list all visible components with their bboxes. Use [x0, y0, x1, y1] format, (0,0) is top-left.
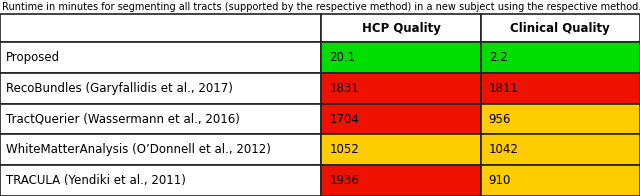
Text: WhiteMatterAnalysis (O’Donnell et al., 2012): WhiteMatterAnalysis (O’Donnell et al., 2…: [6, 143, 271, 156]
Text: 20.1: 20.1: [329, 51, 355, 64]
Bar: [481, 134, 640, 165]
Text: HCP Quality: HCP Quality: [362, 22, 440, 34]
Text: TRACULA (Yendiki et al., 2011): TRACULA (Yendiki et al., 2011): [6, 174, 186, 187]
Text: 1811: 1811: [489, 82, 518, 95]
Bar: [321, 104, 481, 134]
Bar: [321, 42, 481, 73]
Text: 1704: 1704: [329, 113, 359, 125]
Text: 956: 956: [489, 113, 511, 125]
Text: 2.2: 2.2: [489, 51, 508, 64]
Bar: [0, 104, 321, 134]
Bar: [481, 73, 640, 104]
Text: Clinical Quality: Clinical Quality: [511, 22, 610, 34]
Text: TractQuerier (Wassermann et al., 2016): TractQuerier (Wassermann et al., 2016): [6, 113, 240, 125]
Bar: [321, 134, 481, 165]
Text: 1831: 1831: [329, 82, 359, 95]
Bar: [481, 14, 640, 42]
Text: 1936: 1936: [329, 174, 359, 187]
Text: RecoBundles (Garyfallidis et al., 2017): RecoBundles (Garyfallidis et al., 2017): [6, 82, 233, 95]
Bar: [0, 134, 321, 165]
Bar: [481, 104, 640, 134]
Bar: [0, 165, 321, 196]
Bar: [0, 14, 321, 42]
Bar: [0, 42, 321, 73]
Text: 1052: 1052: [329, 143, 359, 156]
Bar: [321, 14, 481, 42]
Text: Proposed: Proposed: [6, 51, 60, 64]
Bar: [481, 42, 640, 73]
Text: 1042: 1042: [489, 143, 518, 156]
Bar: [321, 73, 481, 104]
Bar: [321, 165, 481, 196]
Bar: [0, 73, 321, 104]
Text: Runtime in minutes for segmenting all tracts (supported by the respective method: Runtime in minutes for segmenting all tr…: [2, 2, 640, 12]
Bar: [481, 165, 640, 196]
Text: 910: 910: [489, 174, 511, 187]
